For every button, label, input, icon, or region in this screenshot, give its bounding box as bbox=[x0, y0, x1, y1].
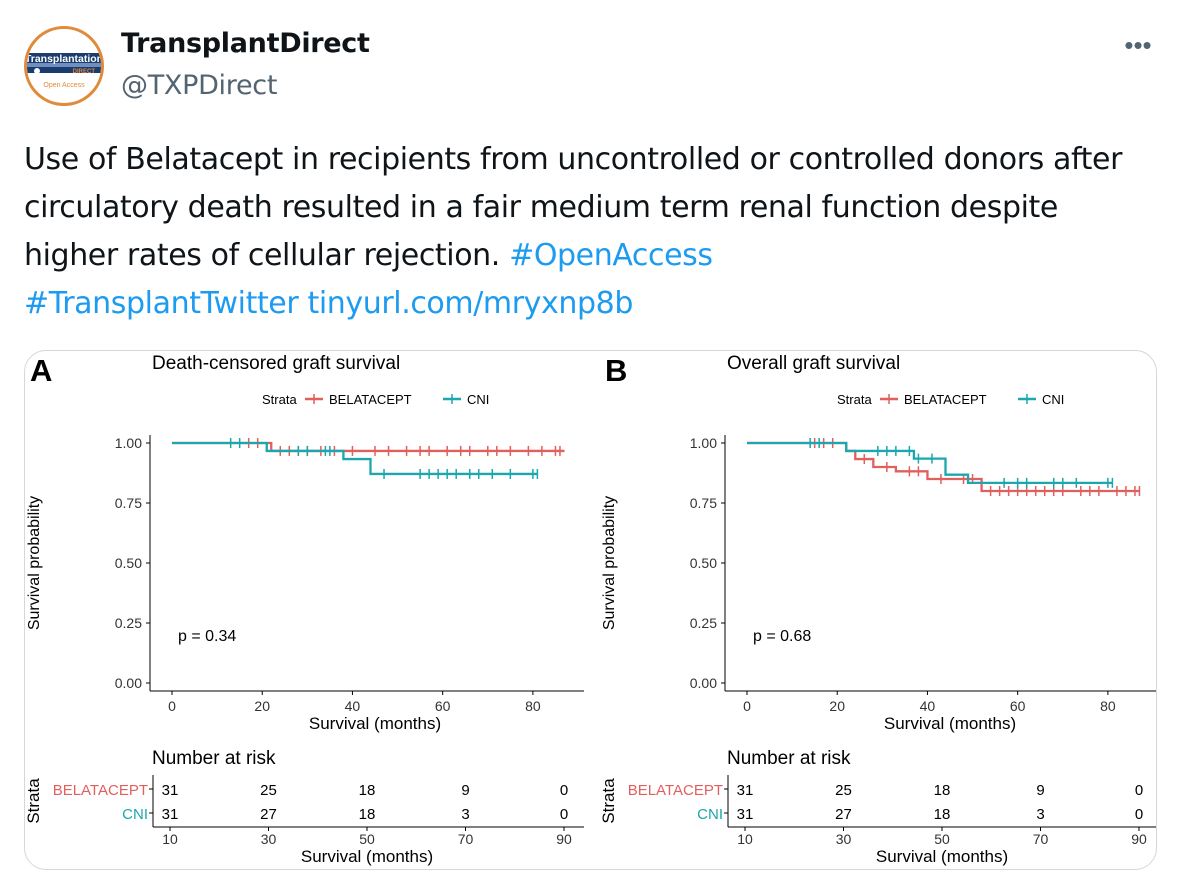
risk-value: 18 bbox=[359, 806, 376, 823]
risk-x-tick-label: 90 bbox=[1131, 831, 1147, 847]
x-tick-label: 60 bbox=[1010, 698, 1026, 714]
risk-x-axis-label: Survival (months) bbox=[876, 847, 1008, 866]
y-tick-label: 0.50 bbox=[690, 555, 717, 571]
km-curve-cni bbox=[172, 441, 538, 476]
account-handle[interactable]: @TXPDirect bbox=[121, 70, 278, 101]
risk-strata-label: Strata bbox=[25, 778, 43, 824]
chart-title: Overall graft survival bbox=[727, 353, 900, 374]
y-tick-label: 0.75 bbox=[115, 495, 142, 511]
risk-value: 31 bbox=[162, 782, 179, 799]
risk-value: 3 bbox=[1036, 806, 1044, 823]
risk-table-title: Number at risk bbox=[727, 748, 851, 769]
y-tick-label: 0.25 bbox=[115, 615, 142, 631]
risk-x-tick-label: 10 bbox=[737, 831, 753, 847]
tweet-image[interactable]: A Death-censored graft survival Strata BELA… bbox=[24, 350, 1157, 870]
risk-row-label: BELATACEPT bbox=[628, 782, 723, 799]
logo-line-3: Open Access bbox=[43, 82, 85, 89]
x-tick-label: 80 bbox=[1100, 698, 1116, 714]
risk-x-tick-label: 90 bbox=[556, 831, 572, 847]
risk-strata-label: Strata bbox=[599, 778, 618, 824]
panel-letter: B bbox=[605, 353, 627, 388]
risk-x-tick-label: 50 bbox=[359, 831, 375, 847]
risk-value: 0 bbox=[560, 782, 568, 799]
risk-value: 25 bbox=[835, 782, 852, 799]
risk-x-tick-label: 30 bbox=[836, 831, 852, 847]
x-tick-label: 0 bbox=[168, 698, 176, 714]
y-tick-label: 0.00 bbox=[690, 675, 717, 691]
y-tick-label: 0.00 bbox=[115, 675, 142, 691]
risk-x-tick-label: 70 bbox=[458, 831, 474, 847]
risk-value: 18 bbox=[934, 782, 951, 799]
risk-value: 9 bbox=[461, 782, 469, 799]
risk-value: 0 bbox=[1135, 806, 1143, 823]
risk-value: 18 bbox=[359, 782, 376, 799]
x-tick-label: 40 bbox=[920, 698, 936, 714]
risk-value: 0 bbox=[1135, 782, 1143, 799]
risk-value: 18 bbox=[934, 806, 951, 823]
hashtag-openaccess[interactable]: #OpenAccess bbox=[509, 238, 713, 273]
x-tick-label: 20 bbox=[254, 698, 270, 714]
y-tick-label: 0.75 bbox=[690, 495, 717, 511]
legend-title: Strata bbox=[837, 392, 872, 407]
y-tick-label: 0.50 bbox=[115, 555, 142, 571]
x-tick-label: 80 bbox=[525, 698, 541, 714]
x-axis-label: Survival (months) bbox=[884, 714, 1016, 733]
transplantation-direct-logo: Transplantation DIRECT Open Access bbox=[27, 53, 101, 89]
logo-line-1: Transplantation bbox=[27, 53, 101, 65]
account-avatar[interactable]: Transplantation DIRECT Open Access bbox=[24, 26, 104, 106]
account-name[interactable]: TransplantDirect bbox=[121, 28, 370, 59]
x-axis-label: Survival (months) bbox=[309, 714, 441, 733]
risk-value: 31 bbox=[737, 806, 754, 823]
legend-label: CNI bbox=[1042, 392, 1064, 407]
y-axis-label: Survival probability bbox=[26, 496, 43, 630]
panel-letter: A bbox=[30, 353, 52, 388]
legend-label: BELATACEPT bbox=[904, 392, 987, 407]
more-dots-icon[interactable]: ••• bbox=[1124, 30, 1152, 60]
risk-value: 9 bbox=[1036, 782, 1044, 799]
risk-value: 27 bbox=[835, 806, 852, 823]
p-value: p = 0.68 bbox=[753, 628, 811, 645]
legend-title: Strata bbox=[262, 392, 297, 407]
risk-row-label: BELATACEPT bbox=[53, 782, 148, 799]
chart-title: Death-censored graft survival bbox=[152, 353, 400, 374]
risk-x-tick-label: 50 bbox=[934, 831, 950, 847]
legend-label: BELATACEPT bbox=[329, 392, 412, 407]
hashtag-transplanttwitter[interactable]: #TransplantTwitter bbox=[24, 286, 299, 321]
tweet-body: Use of Belatacept in recipients from unc… bbox=[24, 142, 1123, 273]
y-tick-label: 0.25 bbox=[690, 615, 717, 631]
x-tick-label: 60 bbox=[435, 698, 451, 714]
risk-x-tick-label: 30 bbox=[261, 831, 277, 847]
y-axis-label: Survival probability bbox=[601, 496, 618, 630]
p-value: p = 0.34 bbox=[178, 628, 236, 645]
legend-label: CNI bbox=[467, 392, 489, 407]
risk-row-label: CNI bbox=[122, 806, 148, 823]
x-tick-label: 40 bbox=[345, 698, 361, 714]
risk-x-tick-label: 70 bbox=[1033, 831, 1049, 847]
risk-row-label: CNI bbox=[697, 806, 723, 823]
logo-line-2: DIRECT bbox=[73, 69, 96, 75]
x-tick-label: 20 bbox=[829, 698, 845, 714]
y-tick-label: 1.00 bbox=[690, 435, 717, 451]
risk-value: 25 bbox=[260, 782, 277, 799]
risk-value: 3 bbox=[461, 806, 469, 823]
risk-value: 31 bbox=[737, 782, 754, 799]
risk-table-title: Number at risk bbox=[152, 748, 276, 769]
tweet-text: Use of Belatacept in recipients from unc… bbox=[24, 136, 1144, 328]
risk-x-axis-label: Survival (months) bbox=[301, 847, 433, 866]
risk-value: 31 bbox=[162, 806, 179, 823]
y-tick-label: 1.00 bbox=[115, 435, 142, 451]
km-figure: A Death-censored graft survival Strata BELA… bbox=[25, 353, 1156, 866]
km-curve-cni bbox=[747, 441, 1113, 484]
risk-x-tick-label: 10 bbox=[162, 831, 178, 847]
tweet-link[interactable]: tinyurl.com/mryxnp8b bbox=[307, 286, 633, 321]
risk-value: 0 bbox=[560, 806, 568, 823]
risk-value: 27 bbox=[260, 806, 277, 823]
x-tick-label: 0 bbox=[743, 698, 751, 714]
